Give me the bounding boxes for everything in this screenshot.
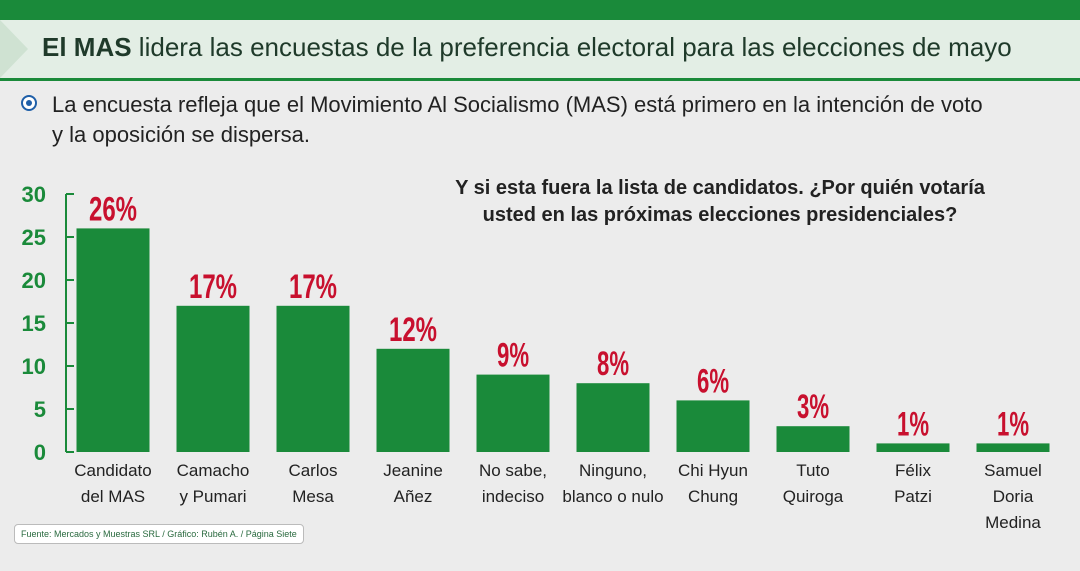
question-line-1: Y si esta fuera la lista de candidatos. … [455,177,985,199]
bar [876,443,950,452]
bar [676,400,750,452]
data-label: 8% [597,345,629,383]
bar-chart: 0 5 10 15 20 25 30 26% Candidato del MAS 17% Camach… [22,182,1050,530]
category-label: Candidato del MAS [74,461,152,506]
y-tick-label: 15 [22,311,46,336]
category-label-line: Samuel [984,461,1042,480]
source-note: Fuente: Mercados y Muestras SRL / Gráfic… [14,524,304,544]
y-tick-label: 10 [22,354,46,379]
category-label: Chi Hyun Chung [678,461,748,506]
category-label-line: indeciso [482,487,544,506]
category-label: Félix Patzi [894,461,932,506]
bar [776,426,850,452]
y-tick-label: 25 [22,225,46,250]
data-label: 1% [897,405,929,443]
data-label: 6% [697,362,729,400]
bar [976,443,1050,452]
y-tick-label: 30 [22,182,46,207]
category-label: Jeanine Añez [383,461,443,506]
category-label-line: del MAS [81,487,145,506]
data-label: 17% [189,268,237,306]
category-label: Tuto Quiroga [783,461,844,506]
category-label-line: Candidato [74,461,152,480]
bar [476,374,550,452]
category-label-line: Carlos [288,461,337,480]
data-label: 3% [797,388,829,426]
page-title: El MAS lidera las encuestas de la prefer… [42,32,1012,63]
category-label-line: Patzi [894,487,932,506]
category-label-line: y Pumari [179,487,246,506]
y-tick-label: 20 [22,268,46,293]
subtitle-line-1: La encuesta refleja que el Movimiento Al… [52,92,983,117]
category-label-line: Mesa [292,487,334,506]
category-label-line: Félix [895,461,931,480]
category-label: Ninguno, blanco o nulo [562,461,663,506]
category-label-line: Tuto [796,461,829,480]
bullet-icon [21,95,37,111]
question-line-2: usted en las próximas elecciones preside… [482,204,958,226]
category-label-line: Jeanine [383,461,443,480]
data-label: 12% [389,311,437,349]
data-label: 17% [289,268,337,306]
header-banner: El MAS lidera las encuestas de la prefer… [0,20,1080,81]
subtitle: La encuesta refleja que el Movimiento Al… [52,90,1012,150]
category-label-line: Camacho [177,461,250,480]
data-label: 9% [497,337,529,375]
data-label: 26% [89,190,137,228]
chart-question: Y si esta fuera la lista de candidatos. … [400,175,1040,229]
category-label-line: Doria [993,487,1034,506]
category-label-line: blanco o nulo [562,487,663,506]
bar [576,383,650,452]
bar [276,305,350,452]
y-tick-label: 0 [34,440,46,465]
category-label-line: No sabe, [479,461,547,480]
y-tick-label: 5 [34,397,46,422]
title-rest: lidera las encuestas de la preferencia e… [131,32,1012,62]
category-label-line: Medina [985,513,1041,530]
bar [76,228,150,452]
category-label: No sabe, indeciso [479,461,547,506]
category-label-line: Chi Hyun [678,461,748,480]
category-label-line: Chung [688,487,738,506]
bar [376,348,450,452]
bar [176,305,250,452]
category-label: Camacho y Pumari [177,461,250,506]
category-label-line: Ninguno, [579,461,647,480]
subtitle-line-2: y la oposición se dispersa. [52,122,311,147]
header-chevron [0,20,28,78]
top-accent-bar [0,0,1080,20]
category-label: Samuel Doria Medina [984,461,1042,530]
category-label-line: Añez [394,487,433,506]
category-label: Carlos Mesa [288,461,337,506]
category-label-line: Quiroga [783,487,844,506]
title-bold: El MAS [42,32,132,62]
data-label: 1% [997,405,1029,443]
